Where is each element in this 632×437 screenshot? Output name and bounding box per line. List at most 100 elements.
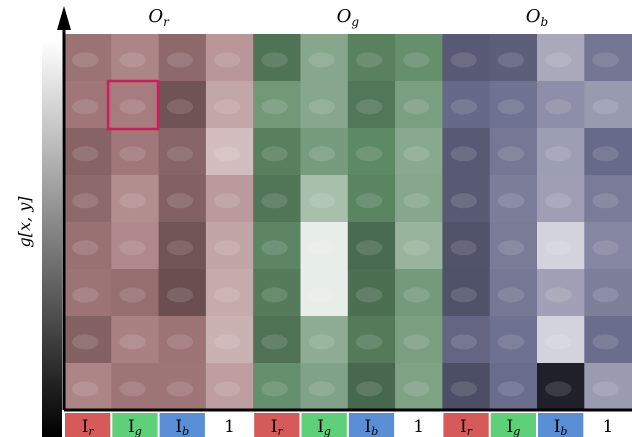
cell-texture (403, 99, 430, 115)
cell-texture (214, 193, 241, 209)
cell-texture (72, 99, 99, 115)
grid-cell (442, 222, 491, 270)
cell-texture (450, 381, 477, 397)
cell-texture (261, 146, 288, 162)
cell-texture (355, 193, 383, 209)
input-label-text: Ig (128, 417, 142, 437)
grid-cell (442, 128, 491, 176)
input-label-swatch (348, 413, 395, 437)
grid-cell (442, 316, 491, 364)
output-channel-titles: Or Og Ob (148, 6, 548, 29)
grid-cell (205, 34, 254, 82)
grid-cell (395, 316, 443, 364)
coefficient-grid (64, 34, 632, 411)
cell-texture (119, 52, 146, 68)
input-label-text: Ir (82, 417, 95, 437)
cell-texture (450, 146, 477, 162)
cell-texture (119, 334, 146, 350)
cell-texture (166, 146, 194, 162)
cell-texture (308, 193, 335, 209)
cell-texture (214, 52, 241, 68)
cell-texture (355, 52, 383, 68)
grid-cell (205, 316, 254, 364)
cell-texture (214, 334, 241, 350)
cell-texture (497, 52, 525, 68)
input-label-text: Ir (460, 417, 473, 437)
grid-cell (111, 128, 160, 176)
input-label-text: 1 (602, 417, 613, 437)
cell-texture (119, 381, 146, 397)
grid-cell (111, 222, 160, 270)
cell-texture (119, 146, 146, 162)
cell-texture (261, 193, 288, 209)
input-channel-labels: Ir Ig Ib 1 Ir Ig Ib 1 Ir Ig Ib 1 (65, 413, 631, 437)
input-label-swatch (301, 413, 347, 437)
grid-cell (300, 81, 349, 129)
grid-cell (300, 175, 349, 223)
grid-cell (205, 269, 254, 317)
grid-cell (347, 269, 396, 317)
cell-texture (450, 334, 477, 350)
grid-cell (158, 316, 207, 364)
cell-texture (450, 99, 477, 115)
channel-title-r: Or (148, 6, 170, 29)
grid-cell (489, 81, 538, 129)
grid-cell (64, 269, 112, 317)
input-label-text: Ib (175, 417, 189, 437)
cell-texture (261, 240, 288, 256)
cell-texture (261, 287, 288, 303)
cell-texture (166, 334, 194, 350)
grid-cell (253, 363, 302, 411)
grid-cell (395, 34, 443, 82)
cell-texture (308, 146, 335, 162)
input-label-swatch (396, 413, 442, 437)
cell-texture (261, 52, 288, 68)
grid-cell (205, 222, 254, 270)
grid-cell (489, 269, 538, 317)
grid-cell (253, 81, 302, 129)
cell-texture (545, 381, 572, 397)
cell-texture (308, 381, 335, 397)
grid-cell (537, 34, 585, 82)
cell-texture (355, 146, 383, 162)
grid-cell (442, 81, 491, 129)
grid-cell (489, 128, 538, 176)
grid-cell (489, 363, 538, 411)
grid-cell (111, 34, 160, 82)
grid-cell (300, 128, 349, 176)
cell-texture (497, 381, 525, 397)
input-label-swatch (206, 413, 253, 437)
cell-texture (119, 193, 146, 209)
grid-cell (64, 81, 112, 129)
cell-texture (119, 99, 146, 115)
grid-cell (442, 269, 491, 317)
cell-texture (166, 287, 194, 303)
cell-texture (497, 334, 525, 350)
grid-cell (300, 34, 349, 82)
grid-cell (537, 363, 585, 411)
grid-cell (584, 175, 632, 223)
grid-cell (489, 34, 538, 82)
cell-texture (308, 240, 335, 256)
input-label-swatch (490, 413, 536, 437)
cell-texture (592, 334, 619, 350)
grid-cell (205, 81, 254, 129)
input-label-text: Ib (365, 417, 379, 437)
cell-texture (166, 193, 194, 209)
grid-cell (537, 81, 585, 129)
input-label-swatch (585, 413, 631, 437)
cell-texture (545, 193, 572, 209)
cell-texture (166, 52, 194, 68)
grid-cell (537, 175, 585, 223)
guidance-gradient-bar (42, 40, 62, 437)
cell-texture (355, 381, 383, 397)
grid-cell (584, 222, 632, 270)
cell-texture (72, 334, 99, 350)
cell-texture (214, 240, 241, 256)
cell-texture (545, 240, 572, 256)
cell-texture (308, 99, 335, 115)
grid-cell (395, 363, 443, 411)
grid-cell (253, 269, 302, 317)
cell-texture (119, 287, 146, 303)
